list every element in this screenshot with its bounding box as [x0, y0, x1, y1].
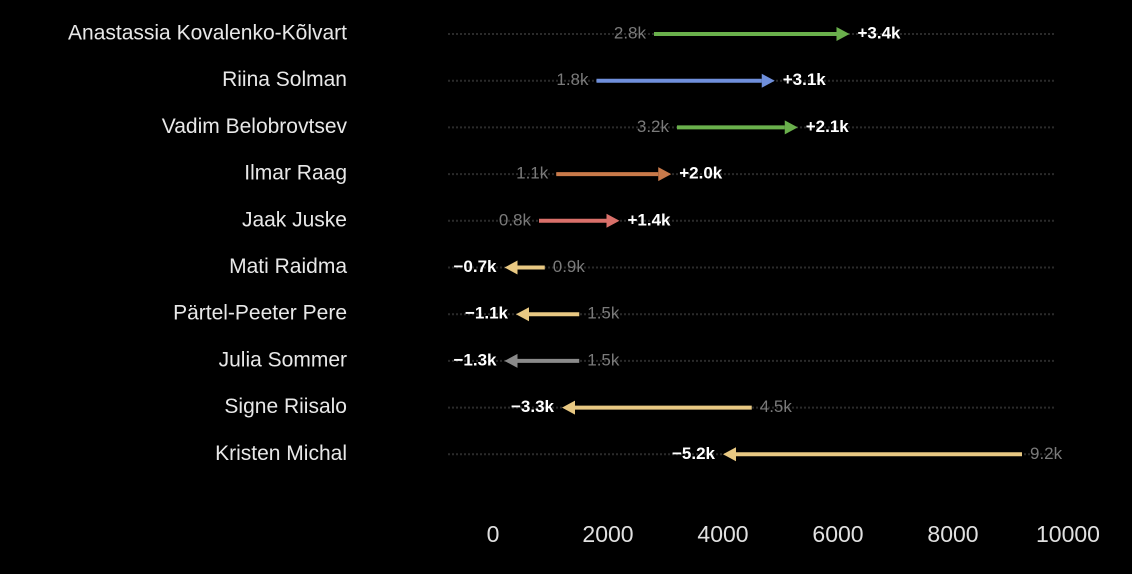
start-label: 1.8k	[556, 70, 589, 89]
x-tick-label: 2000	[582, 521, 633, 547]
arrow-head	[658, 167, 672, 182]
arrow	[504, 260, 545, 275]
arrow	[539, 213, 620, 228]
arrow-head	[784, 120, 798, 135]
start-label: 2.8k	[614, 23, 647, 42]
arrow-head	[504, 353, 518, 368]
start-label: 0.8k	[499, 210, 532, 229]
arrow	[562, 400, 752, 415]
change-label: +2.0k	[679, 164, 723, 183]
start-label: 1.1k	[516, 164, 549, 183]
arrow	[504, 353, 580, 368]
change-label: −0.7k	[453, 257, 497, 276]
category-label: Vadim Belobrovtsev	[162, 115, 348, 138]
x-tick-label: 10000	[1036, 521, 1100, 547]
change-label: −1.1k	[465, 304, 509, 323]
arrow-head	[606, 213, 620, 228]
arrow	[723, 447, 1022, 462]
arrow-head	[723, 447, 736, 462]
category-label: Anastassia Kovalenko-Kõlvart	[68, 22, 347, 45]
category-label: Riina Solman	[222, 68, 347, 91]
category-label: Ilmar Raag	[244, 162, 347, 185]
arrow-head	[562, 400, 575, 415]
arrow-head	[516, 307, 529, 322]
start-label: 9.2k	[1030, 444, 1063, 463]
change-label: −5.2k	[672, 444, 716, 463]
change-label: +3.4k	[858, 23, 902, 42]
category-label: Julia Sommer	[219, 348, 347, 371]
x-tick-label: 6000	[812, 521, 863, 547]
arrow	[596, 73, 775, 88]
change-label: +3.1k	[783, 70, 827, 89]
arrow	[556, 167, 672, 182]
x-tick-label: 8000	[927, 521, 978, 547]
category-label: Signe Riisalo	[224, 395, 347, 418]
category-label: Jaak Juske	[242, 208, 347, 231]
arrow-head	[836, 27, 850, 41]
change-label: +1.4k	[628, 210, 672, 229]
x-tick-label: 0	[487, 521, 500, 547]
category-label: Kristen Michal	[215, 442, 347, 465]
category-label: Pärtel-Peeter Pere	[173, 302, 347, 325]
start-label: 1.5k	[587, 304, 620, 323]
change-label: +2.1k	[806, 117, 850, 136]
start-label: 0.9k	[553, 257, 586, 276]
change-label: −1.3k	[453, 350, 497, 369]
x-tick-label: 4000	[697, 521, 748, 547]
change-label: −3.3k	[511, 397, 555, 416]
start-label: 4.5k	[760, 397, 793, 416]
arrow	[654, 27, 850, 41]
arrow-head	[504, 260, 518, 275]
category-label: Mati Raidma	[229, 255, 347, 278]
arrow-head	[761, 73, 775, 88]
start-label: 3.2k	[637, 117, 670, 136]
arrow	[677, 120, 798, 135]
arrow	[516, 307, 580, 322]
start-label: 1.5k	[587, 350, 620, 369]
